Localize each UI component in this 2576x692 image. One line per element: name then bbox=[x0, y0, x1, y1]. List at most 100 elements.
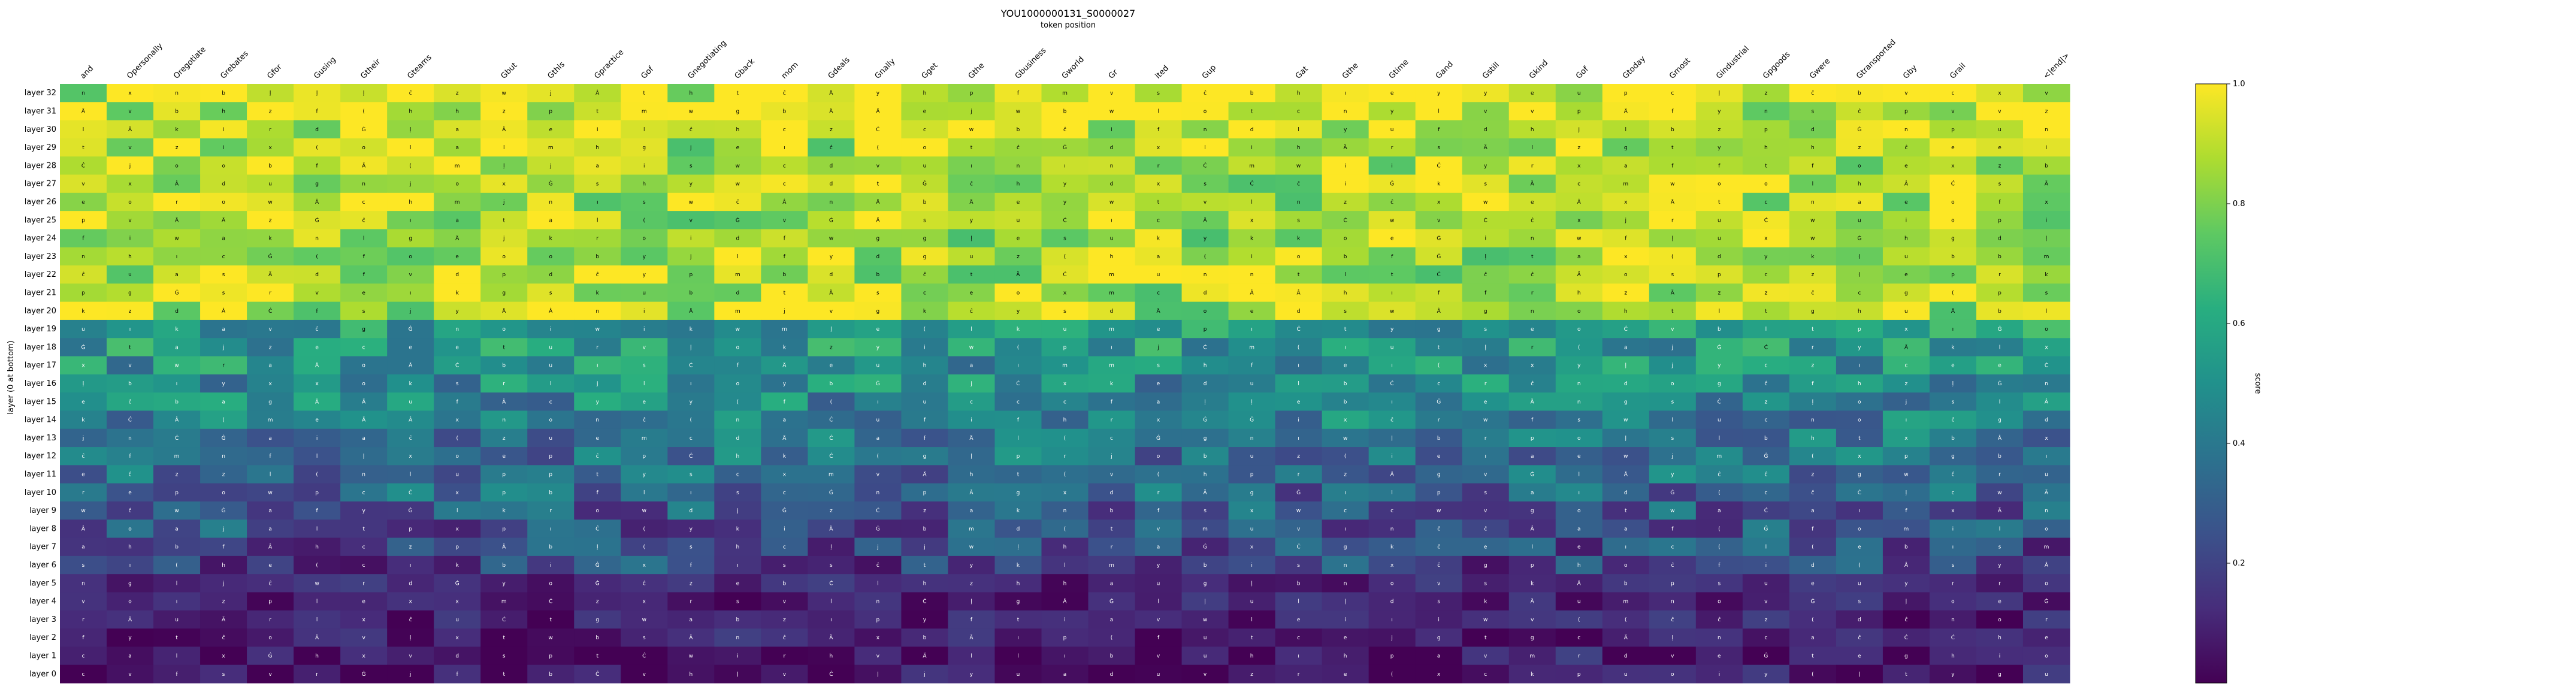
heatmap-cell bbox=[1275, 120, 1323, 139]
heatmap-cell bbox=[1275, 265, 1323, 284]
cell-label: w bbox=[969, 127, 973, 133]
cell-label: v bbox=[128, 363, 132, 369]
heatmap-cell bbox=[948, 84, 995, 102]
cell-label: Ċ bbox=[268, 308, 272, 315]
cell-label: Ġ bbox=[315, 217, 319, 223]
cell-label: ĉ bbox=[643, 580, 646, 587]
cell-label: ĉ bbox=[970, 181, 973, 188]
cell-label: Ġ bbox=[549, 181, 553, 188]
cell-label: f bbox=[1391, 254, 1393, 260]
cell-label: e bbox=[643, 399, 646, 405]
cell-label: o bbox=[1671, 381, 1674, 387]
heatmap-cell bbox=[854, 102, 902, 121]
cell-label: u bbox=[1904, 254, 1908, 260]
cell-label: r bbox=[1998, 581, 2001, 587]
heatmap-cell bbox=[480, 247, 528, 266]
cell-label: Ä bbox=[2045, 181, 2049, 188]
x-tick-label: Gbusiness bbox=[1014, 46, 1048, 81]
cell-label: b bbox=[222, 90, 225, 96]
heatmap-cell bbox=[153, 156, 201, 176]
heatmap-cell bbox=[1275, 211, 1323, 229]
cell-label: j bbox=[923, 672, 926, 678]
cell-label: p bbox=[876, 617, 880, 623]
cell-label: ĉ bbox=[1811, 90, 1814, 96]
cell-label: u bbox=[128, 272, 132, 278]
cell-label: n bbox=[595, 309, 599, 315]
cell-label: Ä bbox=[1344, 144, 1348, 151]
cell-label: j bbox=[503, 236, 505, 242]
cell-label: b bbox=[1344, 381, 1347, 387]
cell-label: a bbox=[1531, 490, 1534, 496]
heatmap-cell bbox=[1135, 174, 1183, 194]
cell-label: j bbox=[222, 581, 225, 587]
heatmap-cell bbox=[247, 120, 294, 139]
heatmap-cell bbox=[1135, 265, 1183, 284]
cell-label: ( bbox=[643, 545, 646, 551]
cell-label: n bbox=[736, 635, 739, 641]
cell-label: y bbox=[1718, 108, 1721, 114]
heatmap-cell bbox=[714, 229, 761, 248]
cell-label: y bbox=[643, 472, 646, 478]
cell-label: k bbox=[1951, 345, 1955, 350]
heatmap-cell bbox=[247, 265, 294, 284]
cell-label: a bbox=[596, 163, 600, 169]
cell-label: k bbox=[783, 454, 787, 460]
cell-label: l bbox=[1765, 545, 1767, 551]
cell-label: u bbox=[549, 363, 552, 369]
x-tick-label: Gfor bbox=[265, 62, 284, 81]
cell-label: j bbox=[409, 672, 412, 678]
heatmap-cell bbox=[1228, 265, 1276, 284]
cell-label: s bbox=[923, 217, 926, 223]
cell-label: z bbox=[830, 127, 833, 133]
cell-label: Ġ bbox=[595, 580, 600, 587]
cell-label: y bbox=[970, 217, 973, 223]
cell-label: i bbox=[924, 345, 926, 350]
heatmap-cell bbox=[1882, 229, 1930, 248]
cell-label: w bbox=[1343, 436, 1347, 442]
cell-label: r bbox=[1298, 672, 1300, 678]
cell-label: m bbox=[1904, 526, 1909, 532]
cell-label: v bbox=[2045, 90, 2048, 96]
cell-label: b bbox=[549, 545, 552, 551]
cell-label: v bbox=[1157, 617, 1160, 623]
x-tick-label: Gof bbox=[1574, 65, 1591, 81]
heatmap-cell bbox=[854, 156, 902, 176]
cell-label: Ä bbox=[782, 435, 787, 442]
cell-label: o bbox=[1157, 454, 1160, 460]
cell-label: l bbox=[176, 654, 178, 660]
x-tick-label: Gmost bbox=[1668, 56, 1692, 81]
heatmap-cell bbox=[1602, 211, 1650, 229]
cell-label: ı bbox=[1111, 345, 1112, 350]
cell-label: ı bbox=[597, 363, 598, 369]
heatmap-cell bbox=[808, 192, 855, 211]
heatmap-cell bbox=[808, 102, 855, 121]
cell-label: Ġ bbox=[595, 562, 600, 569]
heatmap-cell bbox=[107, 229, 154, 248]
cell-label: h bbox=[1577, 563, 1581, 569]
cell-label: s bbox=[1204, 508, 1207, 514]
cell-label: ĉ bbox=[129, 472, 132, 478]
cell-label: i bbox=[1344, 163, 1346, 169]
heatmap-cell bbox=[60, 84, 107, 102]
cell-label: ( bbox=[1578, 345, 1580, 350]
heatmap-cell bbox=[621, 283, 668, 303]
cell-label: o bbox=[736, 381, 740, 387]
heatmap-cell bbox=[1882, 265, 1930, 284]
cell-label: x bbox=[315, 381, 319, 387]
y-tick-label: layer 4 bbox=[29, 597, 56, 606]
cell-label: u bbox=[1577, 599, 1581, 605]
cell-label: w bbox=[689, 108, 693, 114]
cell-label: k bbox=[81, 418, 85, 424]
cell-label: Ä bbox=[969, 435, 973, 442]
cell-label: w bbox=[1670, 508, 1674, 514]
cell-label: a bbox=[1858, 200, 1861, 206]
cell-label: h bbox=[1858, 381, 1861, 387]
cell-label: s bbox=[1297, 563, 1300, 569]
cell-label: d bbox=[923, 381, 927, 387]
cell-label: i bbox=[1251, 254, 1253, 260]
heatmap-cell bbox=[1742, 174, 1790, 194]
cell-label: ļ bbox=[1484, 254, 1486, 260]
cell-label: b bbox=[175, 108, 179, 114]
cell-label: ı bbox=[1064, 163, 1066, 169]
cell-label: v bbox=[690, 217, 693, 223]
